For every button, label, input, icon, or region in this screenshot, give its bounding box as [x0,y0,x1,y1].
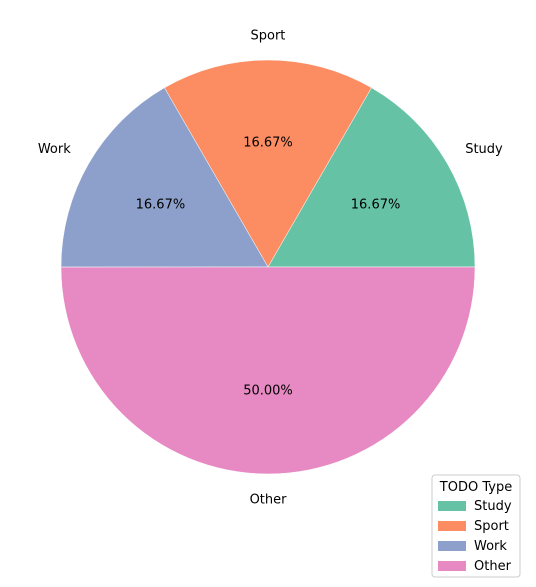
legend-swatch-study [438,501,466,511]
legend-swatch-sport [438,521,466,531]
legend-swatch-other [438,561,466,571]
pie-slices [60,59,476,475]
slice-labels: Study Sport Work Other [38,28,503,507]
legend-title: TODO Type [439,480,512,495]
legend-swatch-work [438,541,466,551]
percent-label-other: 50.00% [243,384,293,399]
percent-label-study: 16.67% [351,197,401,212]
percent-label-work: 16.67% [136,197,186,212]
percent-label-sport: 16.67% [243,135,293,150]
legend: TODO Type Study Sport Work Other [431,474,521,578]
percent-labels: 16.67% 16.67% 16.67% 50.00% [136,135,401,398]
pie-slice-sport [164,59,372,268]
pie-slice-work [60,87,269,268]
slice-label-work: Work [38,142,71,157]
pie-slice-study [267,87,476,268]
legend-label-sport: Sport [474,519,509,534]
legend-label-study: Study [474,499,512,514]
pie-slice-other [60,266,476,475]
slice-label-other: Other [250,492,288,507]
legend-box [431,474,521,578]
legend-label-other: Other [474,559,512,574]
slice-label-sport: Sport [251,28,286,43]
slice-label-study: Study [465,142,503,157]
legend-label-work: Work [474,539,507,554]
